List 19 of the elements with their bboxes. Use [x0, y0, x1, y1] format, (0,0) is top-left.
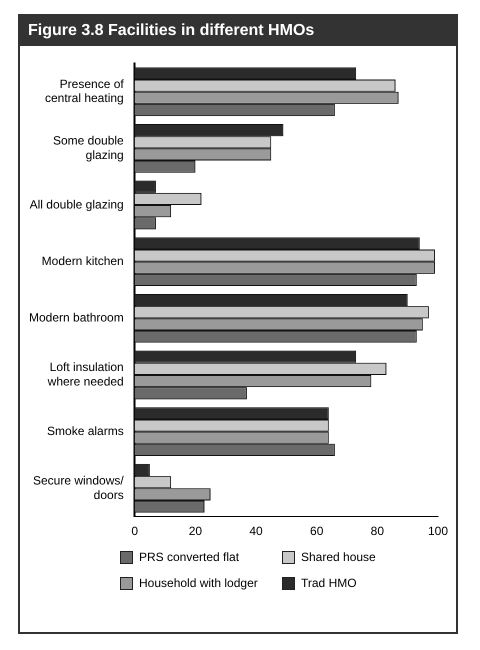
y-tick-label: Modern kitchen	[42, 254, 124, 268]
x-tick-label: 60	[310, 524, 324, 538]
y-tick-label: Loft insulation where needed	[46, 360, 124, 388]
chart-title: Figure 3.8 Facilities in different HMOs	[20, 16, 456, 46]
y-tick-label: Presence of central heating	[44, 76, 124, 106]
y-tick-label: Modern bathroom	[29, 310, 124, 325]
legend-label: Trad HMO	[301, 576, 357, 590]
x-tick-label: 0	[131, 524, 138, 538]
x-tick-label: 40	[249, 524, 264, 538]
y-tick-label: Smoke alarms	[47, 424, 124, 438]
x-tick-label: 100	[428, 524, 448, 538]
y-tick-label: Secure windows/ doors	[33, 473, 124, 502]
legend-label: Household with lodger	[139, 576, 258, 590]
y-tick-label: All double glazing	[30, 197, 124, 212]
legend-label: Shared house	[301, 550, 376, 564]
y-tick-label: Some double glazing	[53, 133, 124, 162]
x-tick-label: 80	[370, 524, 384, 538]
legend-label: PRS converted flat	[139, 550, 240, 564]
x-tick-label: 20	[188, 524, 202, 538]
